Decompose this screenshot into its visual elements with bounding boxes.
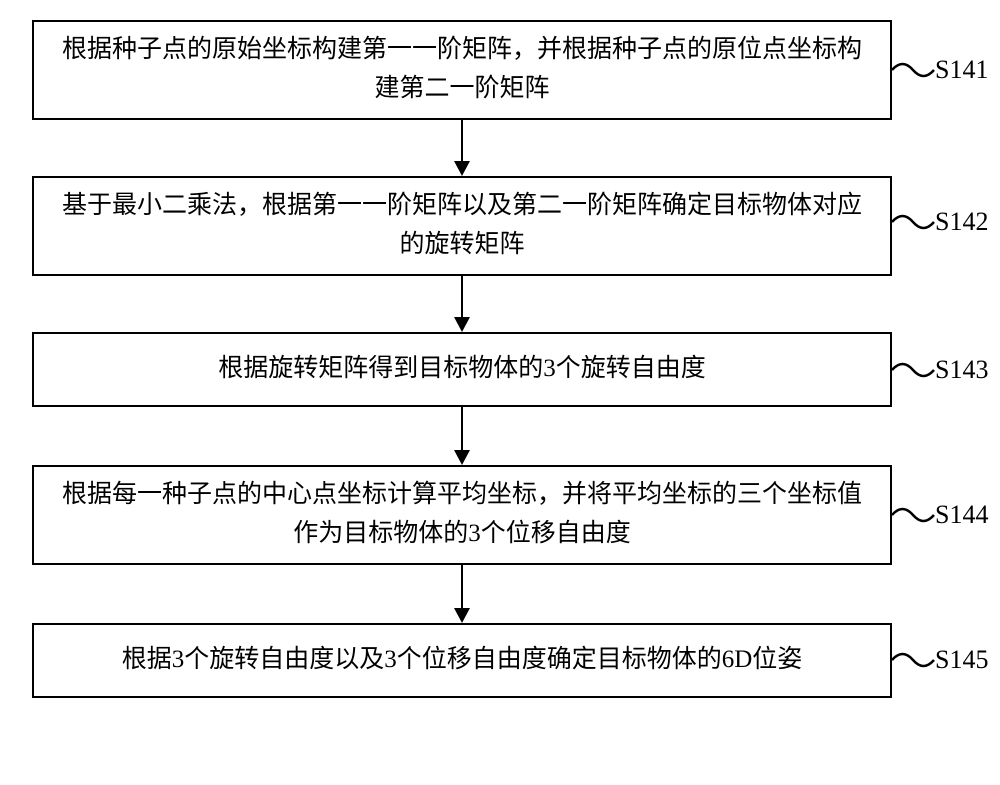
- tilde-connector-2: [892, 207, 938, 237]
- tilde-connector-3: [892, 355, 938, 385]
- step-box-S145: 根据3个旋转自由度以及3个位移自由度确定目标物体的6D位姿: [32, 623, 892, 698]
- step-label-S141: S141: [935, 55, 988, 85]
- flowchart-canvas: 根据种子点的原始坐标构建第一一阶矩阵，并根据种子点的原位点坐标构 建第二一阶矩阵…: [0, 0, 1000, 785]
- step-text-S143: 根据旋转矩阵得到目标物体的3个旋转自由度: [218, 350, 706, 389]
- step-box-S144: 根据每一种子点的中心点坐标计算平均坐标，并将平均坐标的三个坐标值 作为目标物体的…: [32, 465, 892, 565]
- tilde-connector-5: [892, 645, 938, 675]
- step-text-S144: 根据每一种子点的中心点坐标计算平均坐标，并将平均坐标的三个坐标值 作为目标物体的…: [62, 476, 862, 554]
- tilde-connector-4: [892, 500, 938, 530]
- step-text-S141: 根据种子点的原始坐标构建第一一阶矩阵，并根据种子点的原位点坐标构 建第二一阶矩阵: [62, 31, 862, 109]
- step-box-S143: 根据旋转矩阵得到目标物体的3个旋转自由度: [32, 332, 892, 407]
- arrow-2: [447, 276, 477, 334]
- step-label-S143: S143: [935, 355, 988, 385]
- arrow-3: [447, 407, 477, 467]
- step-box-S141: 根据种子点的原始坐标构建第一一阶矩阵，并根据种子点的原位点坐标构 建第二一阶矩阵: [32, 20, 892, 120]
- tilde-connector-1: [892, 55, 938, 85]
- step-label-S144: S144: [935, 500, 988, 530]
- step-box-S142: 基于最小二乘法，根据第一一阶矩阵以及第二一阶矩阵确定目标物体对应 的旋转矩阵: [32, 176, 892, 276]
- step-label-S145: S145: [935, 645, 988, 675]
- step-label-S142: S142: [935, 207, 988, 237]
- step-text-S145: 根据3个旋转自由度以及3个位移自由度确定目标物体的6D位姿: [122, 641, 803, 680]
- step-text-S142: 基于最小二乘法，根据第一一阶矩阵以及第二一阶矩阵确定目标物体对应 的旋转矩阵: [62, 187, 862, 265]
- arrow-1: [447, 120, 477, 178]
- arrow-4: [447, 565, 477, 625]
